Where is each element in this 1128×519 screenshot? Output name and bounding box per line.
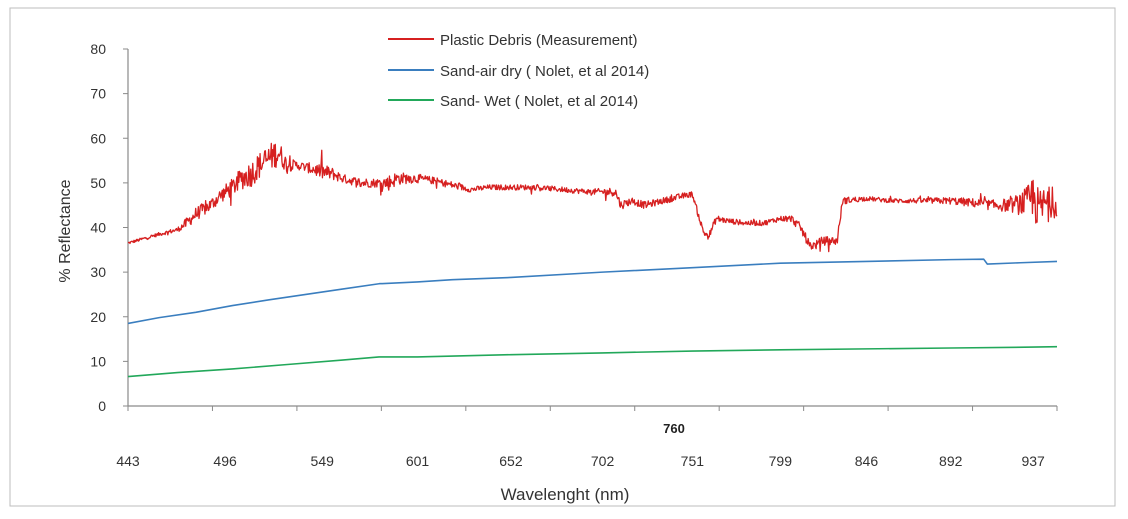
y-axis-label: % Reflectance [57, 179, 74, 282]
legend-label: Plastic Debris (Measurement) [440, 32, 638, 49]
x-tick-label: 799 [769, 453, 793, 469]
series-layer [127, 142, 1058, 378]
legend-label: Sand-air dry ( Nolet, et al 2014) [440, 63, 649, 80]
x-ticks: 443 496 549 601 652 702 751 799 846 892 937 [116, 406, 1058, 469]
x-tick-label: 937 [1021, 453, 1045, 469]
series-line-3 [127, 345, 1058, 378]
y-ticks: 0 10 20 30 40 50 60 70 80 [90, 41, 128, 414]
y-tick-label: 80 [90, 41, 106, 57]
x-tick-label: 702 [591, 453, 615, 469]
series-line-1 [127, 142, 1058, 253]
y-tick-label: 50 [90, 175, 106, 191]
y-tick-label: 30 [90, 264, 106, 280]
y-tick-label: 40 [90, 220, 106, 236]
chart-frame [9, 7, 1116, 507]
x-tick-label: 846 [855, 453, 879, 469]
x-axis-label: Wavelenght (nm) [501, 485, 630, 504]
legend: Plastic Debris (Measurement) Sand-air dry… [388, 32, 649, 110]
y-tick-label: 0 [98, 398, 106, 414]
x-tick-label: 652 [499, 453, 523, 469]
y-tick-label: 70 [90, 86, 106, 102]
x-tick-label: 892 [939, 453, 963, 469]
x-tick-label: 443 [116, 453, 140, 469]
x-tick-label: 549 [311, 453, 335, 469]
y-tick-label: 20 [90, 309, 106, 325]
legend-label: Sand- Wet ( Nolet, et al 2014) [440, 93, 638, 110]
x-tick-label: 601 [406, 453, 430, 469]
y-tick-label: 10 [90, 353, 106, 369]
series-line-2 [127, 258, 1058, 325]
y-tick-label: 60 [90, 130, 106, 146]
x-tick-label: 751 [681, 453, 705, 469]
annotation-760: 760 [663, 421, 685, 436]
x-tick-label: 496 [213, 453, 237, 469]
